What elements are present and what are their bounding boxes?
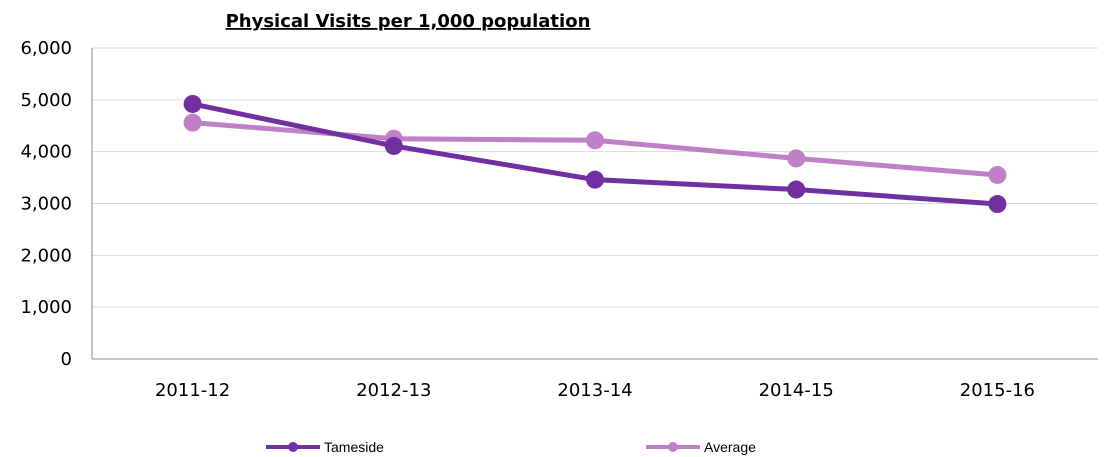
legend-marker-tameside [288,442,298,452]
data-point-average [183,113,202,132]
chart-title: Physical Visits per 1,000 population [226,11,591,32]
y-tick-label: 3,000 [20,194,72,215]
y-tick-label: 4,000 [20,142,72,163]
data-point-tameside [384,136,403,155]
data-point-tameside [787,180,806,199]
x-tick-label: 2012-13 [356,380,431,401]
y-axis-tick-labels: 0 1,000 2,000 3,000 4,000 5,000 6,000 [20,38,72,370]
legend-label-tameside: Tameside [324,439,384,455]
x-tick-label: 2013-14 [557,380,632,401]
y-tick-label: 2,000 [20,245,72,266]
y-tick-label: 1,000 [20,297,72,318]
gridlines [92,47,1098,308]
data-point-tameside [183,94,202,113]
x-tick-label: 2014-15 [759,380,834,401]
y-tick-label: 0 [61,349,72,370]
data-point-tameside [586,170,604,189]
legend-marker-average [668,442,678,452]
x-axis-tick-labels: 2011-12 2012-13 2013-14 2014-15 2015-16 [155,380,1035,401]
data-point-tameside [988,195,1007,214]
legend: Tameside Average [266,439,756,455]
legend-label-average: Average [704,439,756,455]
y-tick-label: 6,000 [20,38,72,59]
y-tick-label: 5,000 [20,90,72,111]
data-point-average [787,149,806,168]
data-point-average [586,131,604,150]
x-tick-label: 2015-16 [960,380,1035,401]
series-line-tameside [192,101,998,207]
x-tick-label: 2011-12 [155,380,230,401]
data-point-average [988,165,1007,184]
series-group [183,94,1007,214]
